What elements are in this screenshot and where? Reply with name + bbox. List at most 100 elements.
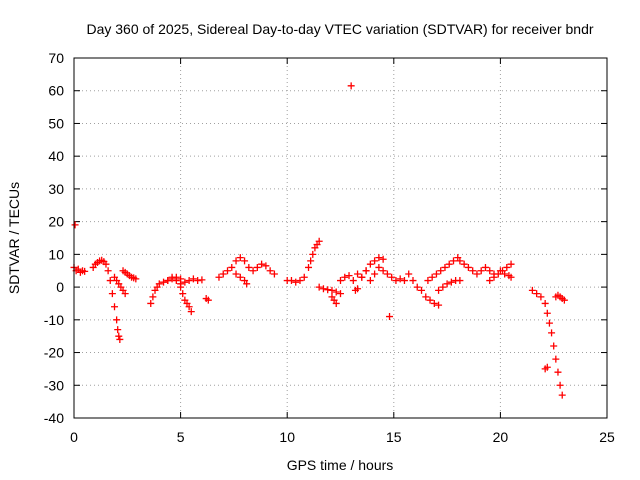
- data-point-marker: [194, 277, 202, 285]
- data-point-marker: [328, 286, 336, 294]
- data-point-marker: [396, 275, 404, 283]
- data-point-marker: [164, 277, 172, 285]
- data-point-marker: [300, 273, 308, 281]
- data-point-marker: [447, 278, 455, 286]
- data-point-marker: [552, 355, 560, 363]
- data-point-marker: [413, 283, 421, 291]
- data-point-marker: [198, 276, 206, 284]
- y-tick-label: 30: [48, 181, 64, 197]
- data-point-marker: [428, 273, 436, 281]
- data-point-marker: [528, 286, 536, 294]
- series-seg-a: [70, 263, 89, 276]
- x-tick-label: 0: [70, 429, 78, 445]
- series-seg-d: [119, 267, 140, 283]
- data-point-marker: [548, 329, 556, 337]
- data-point-marker: [486, 277, 494, 285]
- y-axis-label: SDTVAR / TECUs: [6, 182, 22, 294]
- series-seg-e: [147, 273, 185, 307]
- data-point-marker: [341, 273, 349, 281]
- data-point-marker: [543, 309, 551, 317]
- data-point-marker: [424, 277, 432, 285]
- series-seg-n: [337, 263, 408, 285]
- data-point-marker: [116, 335, 124, 343]
- data-point-marker: [113, 316, 121, 324]
- y-tick-label: 70: [48, 50, 64, 66]
- series-seg-r: [347, 82, 355, 90]
- data-points: [70, 82, 568, 399]
- data-point-marker: [292, 278, 300, 286]
- x-tick-label: 15: [386, 429, 402, 445]
- data-point-marker: [439, 283, 447, 291]
- series-seg-g: [177, 275, 206, 288]
- data-point-marker: [147, 299, 155, 307]
- data-point-marker: [262, 262, 270, 270]
- data-point-marker: [383, 270, 391, 278]
- data-point-marker: [409, 277, 417, 285]
- data-point-marker: [392, 277, 400, 285]
- chart-title: Day 360 of 2025, Sidereal Day-to-day VTE…: [86, 21, 593, 37]
- data-point-marker: [315, 237, 323, 245]
- x-tick-label: 5: [177, 429, 185, 445]
- data-point-marker: [543, 363, 551, 371]
- y-tick-label: -20: [44, 345, 64, 361]
- data-point-marker: [121, 290, 129, 298]
- data-point-marker: [418, 286, 426, 294]
- y-tick-label: 40: [48, 148, 64, 164]
- data-point-marker: [379, 267, 387, 275]
- x-axis-label: GPS time / hours: [287, 457, 394, 473]
- y-tick-label: -40: [44, 410, 64, 426]
- series-seg-y: [496, 267, 515, 281]
- series-seg-t: [405, 270, 443, 309]
- data-point-marker: [319, 285, 327, 293]
- data-point-marker: [345, 272, 353, 280]
- data-point-marker: [187, 308, 195, 316]
- data-point-marker: [249, 267, 257, 275]
- data-point-marker: [160, 278, 168, 286]
- series-seg-o: [358, 254, 387, 281]
- data-point-marker: [533, 290, 541, 298]
- data-point-marker: [486, 267, 494, 275]
- data-point-marker: [426, 296, 434, 304]
- data-point-marker: [115, 332, 123, 340]
- data-point-marker: [456, 257, 464, 265]
- data-point-marker: [149, 293, 157, 301]
- data-point-marker: [189, 275, 197, 283]
- data-point-marker: [460, 260, 468, 268]
- data-point-marker: [102, 260, 110, 268]
- data-point-marker: [305, 263, 313, 271]
- y-tick-label: 60: [48, 83, 64, 99]
- data-point-marker: [172, 277, 180, 285]
- data-point-marker: [287, 277, 295, 285]
- data-point-marker: [443, 280, 451, 288]
- data-point-marker: [224, 267, 232, 275]
- data-point-marker: [81, 267, 89, 275]
- series-seg-v: [435, 277, 464, 294]
- data-point-marker: [388, 273, 396, 281]
- data-point-marker: [155, 280, 163, 288]
- data-point-marker: [132, 275, 140, 283]
- data-point-marker: [464, 263, 472, 271]
- data-point-marker: [554, 368, 562, 376]
- data-point-marker: [324, 286, 332, 294]
- data-point-marker: [507, 260, 515, 268]
- data-point-marker: [366, 277, 374, 285]
- plot-frame: [73, 57, 608, 419]
- data-point-marker: [430, 299, 438, 307]
- data-point-marker: [354, 285, 362, 293]
- data-point-marker: [481, 263, 489, 271]
- axis-ticks: 0 5 10 15 20 25 -40 -30 -20 -10 0 10 20 30 40 50 60 70: [44, 50, 615, 445]
- data-point-marker: [332, 299, 340, 307]
- data-point-marker: [371, 270, 379, 278]
- grid-lines: [74, 58, 607, 418]
- data-point-marker: [366, 260, 374, 268]
- data-point-marker: [371, 257, 379, 265]
- data-point-marker: [558, 391, 566, 399]
- series-seg-s: [71, 221, 79, 229]
- data-point-marker: [114, 326, 122, 334]
- data-point-marker: [422, 293, 430, 301]
- y-tick-label: 20: [48, 214, 64, 230]
- data-point-marker: [386, 313, 394, 321]
- data-point-marker: [71, 221, 79, 229]
- data-point-marker: [501, 270, 509, 278]
- data-point-marker: [437, 267, 445, 275]
